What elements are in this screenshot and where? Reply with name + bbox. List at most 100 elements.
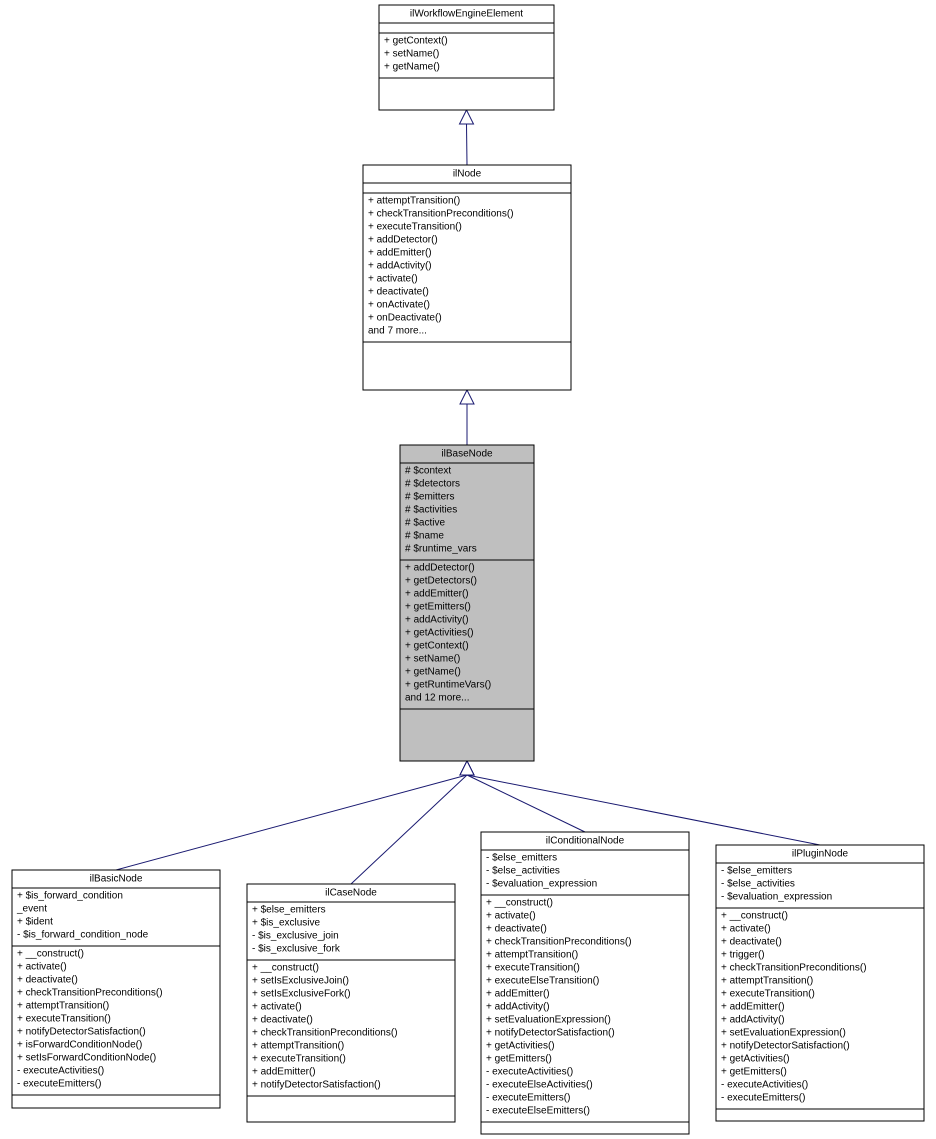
svg-text:+ __construct(): + __construct() xyxy=(17,948,84,959)
svg-text:+ deactivate(): + deactivate() xyxy=(17,974,78,985)
class-ilWorkflowEngineElement: ilWorkflowEngineElement + getContext() + s… xyxy=(379,5,554,110)
svg-text:+ executeTransition(): + executeTransition() xyxy=(252,1053,346,1064)
uml-class-diagram: ilWorkflowEngineElement + getContext() + s… xyxy=(0,0,936,1139)
svg-text:+ $is_forward_condition: + $is_forward_condition xyxy=(17,890,123,901)
svg-text:+ addEmitter(): + addEmitter() xyxy=(252,1066,316,1077)
svg-text:+ deactivate(): + deactivate() xyxy=(486,923,547,934)
svg-text:+ executeTransition(): + executeTransition() xyxy=(17,1013,111,1024)
svg-text:- executeEmitters(): - executeEmitters() xyxy=(721,1092,805,1103)
svg-text:+ addEmitter(): + addEmitter() xyxy=(405,588,469,599)
svg-text:+ getActivities(): + getActivities() xyxy=(486,1040,555,1051)
svg-text:+ addActivity(): + addActivity() xyxy=(721,1014,785,1025)
svg-text:ilBaseNode: ilBaseNode xyxy=(441,449,493,460)
svg-text:- $else_emitters: - $else_emitters xyxy=(486,852,557,863)
svg-text:+ activate(): + activate() xyxy=(721,923,771,934)
svg-text:+ addEmitter(): + addEmitter() xyxy=(368,247,432,258)
svg-text:+ activate(): + activate() xyxy=(17,961,67,972)
svg-text:+ attemptTransition(): + attemptTransition() xyxy=(252,1040,344,1051)
svg-text:+ onActivate(): + onActivate() xyxy=(368,299,430,310)
svg-text:# $active: # $active xyxy=(405,517,445,528)
svg-text:ilConditionalNode: ilConditionalNode xyxy=(546,836,625,847)
svg-text:+ getEmitters(): + getEmitters() xyxy=(721,1066,787,1077)
svg-text:+ $is_exclusive: + $is_exclusive xyxy=(252,917,321,928)
svg-text:+ activate(): + activate() xyxy=(252,1001,302,1012)
svg-text:- executeEmitters(): - executeEmitters() xyxy=(486,1092,570,1103)
svg-text:+ deactivate(): + deactivate() xyxy=(721,936,782,947)
svg-text:+ activate(): + activate() xyxy=(368,273,418,284)
svg-text:+ onDeactivate(): + onDeactivate() xyxy=(368,312,442,323)
class-ilPluginNode: ilPluginNode- $else_emitters - $else_acti… xyxy=(716,845,924,1121)
svg-text:+ setName(): + setName() xyxy=(384,48,439,59)
svg-text:_event: _event xyxy=(16,903,47,914)
svg-text:- $is_forward_condition_node: - $is_forward_condition_node xyxy=(17,929,149,940)
svg-text:- executeElseActivities(): - executeElseActivities() xyxy=(486,1079,593,1090)
svg-text:- $is_exclusive_join: - $is_exclusive_join xyxy=(252,930,339,941)
svg-text:- $else_emitters: - $else_emitters xyxy=(721,865,792,876)
class-ilConditionalNode: ilConditionalNode - $else_emitters - $else… xyxy=(481,832,689,1134)
svg-text:+ trigger(): + trigger() xyxy=(721,949,765,960)
svg-text:+ executeTransition(): + executeTransition() xyxy=(486,962,580,973)
svg-text:+ getActivities(): + getActivities() xyxy=(405,627,474,638)
svg-text:+ notifyDetectorSatisfaction(): + notifyDetectorSatisfaction() xyxy=(721,1040,850,1051)
svg-text:ilBasicNode: ilBasicNode xyxy=(90,874,143,885)
svg-text:+ getEmitters(): + getEmitters() xyxy=(405,601,471,612)
svg-text:- $else_activities: - $else_activities xyxy=(486,865,560,876)
class-ilNode: ilNode + attemptTransition() + checkTransi… xyxy=(363,165,571,390)
svg-text:+ notifyDetectorSatisfaction(): + notifyDetectorSatisfaction() xyxy=(486,1027,615,1038)
svg-text:- $evaluation_expression: - $evaluation_expression xyxy=(721,891,832,902)
svg-text:+ attemptTransition(): + attemptTransition() xyxy=(368,195,460,206)
svg-text:+ setIsExclusiveJoin(): + setIsExclusiveJoin() xyxy=(252,975,349,986)
svg-text:+ notifyDetectorSatisfaction(): + notifyDetectorSatisfaction() xyxy=(17,1026,146,1037)
svg-text:+ $else_emitters: + $else_emitters xyxy=(252,904,326,915)
svg-text:+ isForwardConditionNode(): + isForwardConditionNode() xyxy=(17,1039,142,1050)
svg-text:# $emitters: # $emitters xyxy=(405,491,454,502)
svg-text:+ addEmitter(): + addEmitter() xyxy=(721,1001,785,1012)
class-ilBasicNode: ilBasicNode + $is_forward_condition _event… xyxy=(12,870,220,1108)
svg-text:+ deactivate(): + deactivate() xyxy=(368,286,429,297)
svg-text:+ setEvaluationExpression(): + setEvaluationExpression() xyxy=(721,1027,846,1038)
svg-text:+ getRuntimeVars(): + getRuntimeVars() xyxy=(405,679,491,690)
svg-text:+ attemptTransition(): + attemptTransition() xyxy=(17,1000,109,1011)
svg-text:+ checkTransitionPreconditions: + checkTransitionPreconditions() xyxy=(721,962,867,973)
svg-text:+ setEvaluationExpression(): + setEvaluationExpression() xyxy=(486,1014,611,1025)
svg-text:- executeActivities(): - executeActivities() xyxy=(17,1065,104,1076)
svg-text:+ notifyDetectorSatisfaction(): + notifyDetectorSatisfaction() xyxy=(252,1079,381,1090)
svg-text:and 7 more...: and 7 more... xyxy=(368,325,427,336)
svg-text:+ $ident: + $ident xyxy=(17,916,53,927)
svg-text:# $detectors: # $detectors xyxy=(405,478,460,489)
svg-text:- executeActivities(): - executeActivities() xyxy=(486,1066,573,1077)
svg-text:+ addDetector(): + addDetector() xyxy=(405,562,475,573)
svg-text:+ executeElseTransition(): + executeElseTransition() xyxy=(486,975,599,986)
svg-text:+ addActivity(): + addActivity() xyxy=(368,260,432,271)
svg-text:+ __construct(): + __construct() xyxy=(252,962,319,973)
svg-text:- $else_activities: - $else_activities xyxy=(721,878,795,889)
svg-text:+ activate(): + activate() xyxy=(486,910,536,921)
svg-text:+ getName(): + getName() xyxy=(405,666,461,677)
svg-text:+ attemptTransition(): + attemptTransition() xyxy=(486,949,578,960)
svg-text:+ deactivate(): + deactivate() xyxy=(252,1014,313,1025)
svg-text:+ checkTransitionPreconditions: + checkTransitionPreconditions() xyxy=(486,936,632,947)
svg-text:# $context: # $context xyxy=(405,465,451,476)
svg-text:+ getContext(): + getContext() xyxy=(405,640,469,651)
svg-text:+ getEmitters(): + getEmitters() xyxy=(486,1053,552,1064)
svg-text:+ getDetectors(): + getDetectors() xyxy=(405,575,477,586)
svg-text:# $activities: # $activities xyxy=(405,504,457,515)
svg-text:ilWorkflowEngineElement: ilWorkflowEngineElement xyxy=(410,9,523,20)
svg-text:+ executeTransition(): + executeTransition() xyxy=(721,988,815,999)
svg-text:+ attemptTransition(): + attemptTransition() xyxy=(721,975,813,986)
svg-text:+ setIsForwardConditionNode(): + setIsForwardConditionNode() xyxy=(17,1052,156,1063)
svg-text:+ addDetector(): + addDetector() xyxy=(368,234,438,245)
svg-text:ilNode: ilNode xyxy=(453,169,482,180)
svg-text:+ getContext(): + getContext() xyxy=(384,35,448,46)
svg-text:+ checkTransitionPreconditions: + checkTransitionPreconditions() xyxy=(17,987,163,998)
svg-text:+ __construct(): + __construct() xyxy=(486,897,553,908)
svg-text:- executeEmitters(): - executeEmitters() xyxy=(17,1078,101,1089)
svg-text:+ getName(): + getName() xyxy=(384,61,440,72)
svg-text:+ __construct(): + __construct() xyxy=(721,910,788,921)
svg-text:# $name: # $name xyxy=(405,530,444,541)
svg-text:- executeElseEmitters(): - executeElseEmitters() xyxy=(486,1105,590,1116)
svg-text:+ getActivities(): + getActivities() xyxy=(721,1053,790,1064)
svg-text:+ checkTransitionPreconditions: + checkTransitionPreconditions() xyxy=(368,208,514,219)
svg-text:ilPluginNode: ilPluginNode xyxy=(792,849,849,860)
svg-text:- executeActivities(): - executeActivities() xyxy=(721,1079,808,1090)
